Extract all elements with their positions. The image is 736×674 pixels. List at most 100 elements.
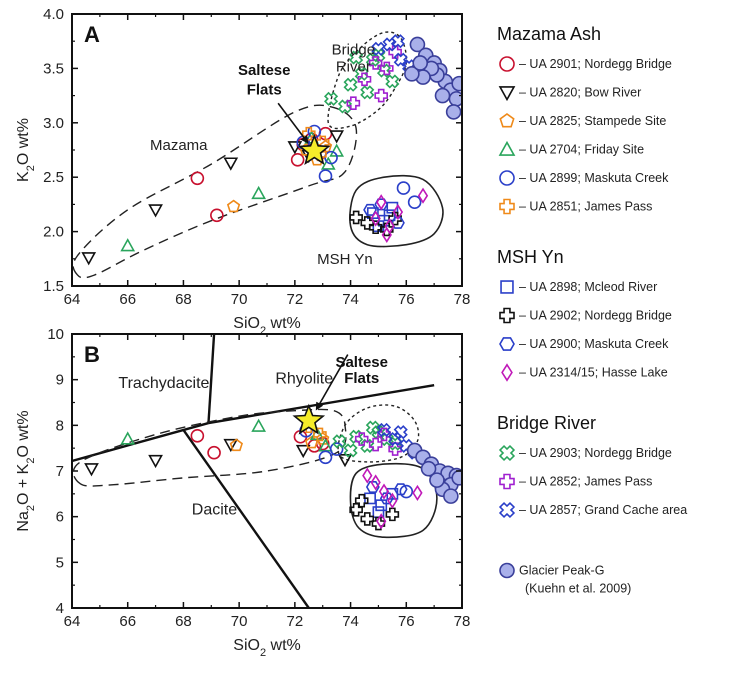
legend-marker-ua2898 [500,280,514,294]
point-ua2820-1 [148,204,163,218]
y-axis-title-a: K2O wt% [15,118,37,182]
label-bridge-river-1: Bridge [332,41,375,58]
point-ua2852-5 [346,96,361,111]
x-tick-label-b-3: 70 [231,613,248,630]
legend-marker-glacier [499,562,515,579]
envelope-bridge [327,31,408,130]
point-ua2902-1 [360,512,375,526]
legend-marker-ua2899 [499,170,515,186]
point-ua2903-7 [365,420,380,435]
point-ua2820-2 [223,157,239,171]
legend-label-ua2704: – UA 2704; Friday Site [519,143,644,157]
point-glacier-10 [443,488,459,504]
point-glacier-12 [412,55,429,71]
x-tick-label-b-4: 72 [287,613,304,630]
legend-marker-ua2857-shape [498,501,516,519]
label-saltese-1: Saltese [238,62,291,79]
x-tick-label-b-6: 76 [398,613,415,630]
classification-boundary-1 [207,334,216,424]
y-tick-label-a-2: 2.5 [43,169,64,186]
legend-label-ua2852: – UA 2852; James Pass [519,475,652,489]
y-tick-label-a-0: 1.5 [43,278,64,295]
point-ua2903-6-shape [385,74,400,89]
series-ua2314 [370,187,429,243]
point-glacier-11 [404,66,420,82]
point-ua2903-6-shape [343,443,358,458]
point-ua2900-2 [393,483,408,496]
legend-label-ua2900: – UA 2900; Maskuta Creek [519,337,669,351]
x-tick-label-a-5: 74 [342,291,359,308]
series-ua2902 [349,210,402,237]
panel-letter-b: B [84,342,100,367]
point-ua2903-4-shape [371,48,386,63]
point-ua2901-0 [190,429,205,443]
legend-label-ua2901: – UA 2901; Nordegg Bridge [519,57,672,71]
point-ua2314-2 [387,492,398,509]
point-ua2899-1 [318,450,333,465]
point-ua2903-7-shape [365,420,380,435]
legend-marker-ua2900 [499,337,515,351]
label-rhyolite: Rhyolite [275,370,333,387]
point-ua2314-3 [412,484,423,502]
point-ua2857-4 [393,425,408,440]
point-ua2851-1 [313,427,327,442]
legend-label-ua2899: – UA 2899; Maskuta Creek [519,171,669,185]
point-ua2898-0 [366,207,379,220]
legend-marker-ua2852 [499,473,515,490]
legend-marker-ua2901 [499,56,515,72]
point-ua2314-5 [362,467,373,484]
point-ua2903-9-shape [349,50,364,65]
saltese-flats-star [298,133,331,165]
point-ua2902-4 [354,493,369,508]
point-ua2825-1 [304,435,319,449]
series-glacier [406,442,462,504]
legend-label-ua2825: – UA 2825; Stampede Site [519,114,666,128]
x-tick-label-a-6: 76 [398,291,415,308]
x-tick-label-a-1: 66 [119,291,136,308]
legend-item-ua2852: – UA 2852; James Pass [499,473,652,490]
x-tick-label-a-7: 78 [454,291,471,308]
point-ua2314-1 [378,483,390,500]
panel-letter-a: A [84,22,100,47]
x-tick-label-b-1: 66 [119,613,136,630]
point-ua2314-0 [370,474,381,491]
point-ua2901-2 [290,152,305,167]
y-tick-label-b-4: 8 [56,417,64,434]
point-ua2825-0 [226,199,241,213]
y-tick-label-a-3: 3.0 [43,115,64,132]
point-ua2852-0 [357,72,372,87]
legend-label2-glacier: (Kuehn et al. 2009) [525,582,631,596]
point-ua2902-4 [388,211,402,226]
point-ua2852-0 [354,432,369,446]
series-ua2820 [81,130,345,266]
y-tick-label-a-4: 3.5 [43,60,64,77]
legend-item-ua2314: – UA 2314/15; Hasse Lake [501,363,668,382]
point-ua2314-0 [370,210,381,227]
legend-marker-ua2857 [498,501,516,519]
point-ua2704-0 [120,238,136,252]
point-ua2902-3 [385,507,400,522]
point-glacier-7 [451,75,462,92]
saltese-flats-star [292,403,326,435]
point-ua2857-5-shape [390,34,405,49]
arrow-saltese-a [277,102,309,144]
point-ua2903-7 [360,85,375,100]
legend-marker-ua2704 [498,140,516,156]
point-ua2825-0 [229,438,244,452]
legend-item-ua2900: – UA 2900; Maskuta Creek [499,337,669,351]
point-ua2820-2 [223,438,239,453]
series-ua2903 [332,420,403,458]
legend-label-ua2314: – UA 2314/15; Hasse Lake [519,366,668,380]
point-ua2851-0 [301,126,316,141]
legend-marker-ua2902 [499,307,515,324]
point-ua2857-0 [371,41,386,56]
point-ua2902-2 [368,220,383,235]
label-trachydacite: Trachydacite [118,375,209,392]
legend-marker-ua2825 [499,113,515,128]
classification-boundary-0 [72,421,209,463]
legend-marker-ua2314 [501,363,513,382]
point-ua2901-1 [210,208,224,223]
point-ua2903-0-shape [324,91,339,106]
point-ua2820-1 [148,454,163,469]
